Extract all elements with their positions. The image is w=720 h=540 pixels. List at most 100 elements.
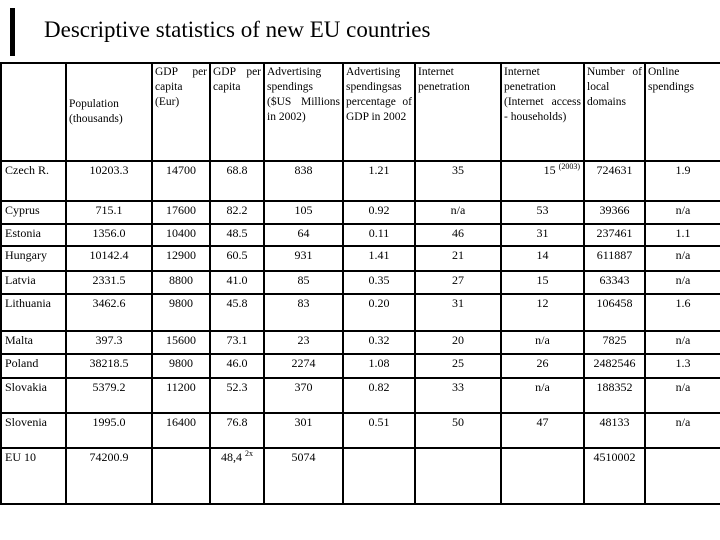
cell-value: 25 <box>452 356 464 370</box>
table-cell: 47 <box>500 412 585 449</box>
table-cell: 63343 <box>583 270 646 295</box>
cell-value: 15 <box>536 273 549 287</box>
row-header-country: Poland <box>0 353 67 379</box>
table-cell: n/a <box>644 200 720 225</box>
table-cell: 73.1 <box>209 330 265 355</box>
table-row: Slovakia 5379.2 11200 52.3 370 0.82 33 n/a 18835… <box>0 377 720 414</box>
table-cell: 60.5 <box>209 245 265 272</box>
table-cell: 35 <box>414 160 502 202</box>
cell-value: 26 <box>536 356 549 370</box>
table-cell: 1995.0 <box>65 412 153 449</box>
column-header: GDP per capita <box>209 62 265 162</box>
row-header-country: Cyprus <box>0 200 67 225</box>
table-cell: 0.20 <box>342 293 416 332</box>
header-label: GDP per capita <box>213 66 261 93</box>
table-cell: 370 <box>263 377 344 414</box>
cell-value: 1.6 <box>675 296 691 310</box>
table-cell: 397.3 <box>65 330 153 355</box>
cell-value: 82.2 <box>226 203 248 217</box>
table-cell: 48133 <box>583 412 646 449</box>
slide-title: Descriptive statistics of new EU countri… <box>44 17 431 42</box>
country-label: Hungary <box>5 248 47 262</box>
cell-value: 0.35 <box>368 273 390 287</box>
cell-value: 715.1 <box>95 203 123 217</box>
cell-value: 15600 <box>166 333 196 347</box>
table-cell: 45.8 <box>209 293 265 332</box>
table-row: Slovenia 1995.0 16400 76.8 301 0.51 50 47 48133 n… <box>0 412 720 449</box>
table-cell: 1356.0 <box>65 223 153 247</box>
cell-value: 931 <box>294 248 313 262</box>
table-cell: 14700 <box>151 160 211 202</box>
table-cell: 16400 <box>151 412 211 449</box>
table-cell: 105 <box>263 200 344 225</box>
table-cell: 14 <box>500 245 585 272</box>
cell-value: 1.08 <box>368 356 390 370</box>
table-cell: 31 <box>414 293 502 332</box>
table-cell: 2482546 <box>583 353 646 379</box>
table-cell: 9800 <box>151 353 211 379</box>
cell-value: 15 <box>543 163 559 177</box>
cell-value: 31 <box>536 226 549 240</box>
cell-value: 105 <box>294 203 313 217</box>
cell-value: 7825 <box>602 333 627 347</box>
row-header-country: Slovenia <box>0 412 67 449</box>
cell-value: 63343 <box>599 273 630 287</box>
table-cell: 17600 <box>151 200 211 225</box>
table-cell: 38218.5 <box>65 353 153 379</box>
header-label: Advertising spendingsas percentage of GD… <box>346 66 412 123</box>
cell-value: 16400 <box>166 415 196 429</box>
cell-value: 3462.6 <box>92 296 126 310</box>
cell-value: 106458 <box>596 296 633 310</box>
table-cell: 5074 <box>263 447 344 505</box>
table-cell: 50 <box>414 412 502 449</box>
cell-value: 1.41 <box>368 248 390 262</box>
cell-value: 0.11 <box>368 226 390 240</box>
cell-value: 1.3 <box>675 356 691 370</box>
table-row: Estonia 1356.0 10400 48.5 64 0.11 46 31 237461 1.… <box>0 223 720 247</box>
table-row: Cyprus 715.1 17600 82.2 105 0.92 n/a 53 39366 n/a <box>0 200 720 225</box>
table-cell: 9800 <box>151 293 211 332</box>
table-cell: 20 <box>414 330 502 355</box>
table-cell: 82.2 <box>209 200 265 225</box>
cell-value: 53 <box>536 203 549 217</box>
row-header-country: Hungary <box>0 245 67 272</box>
table-cell: 85 <box>263 270 344 295</box>
table-cell: 39366 <box>583 200 646 225</box>
cell-superscript: 2x <box>245 449 253 458</box>
table-cell: 26 <box>500 353 585 379</box>
header-label: Advertising spendings ($US Millions in 2… <box>267 66 340 123</box>
cell-value: 0.51 <box>368 415 390 429</box>
header-label: Online spendings <box>648 66 694 93</box>
accent-bar <box>10 8 15 56</box>
table-cell: 1.3 <box>644 353 720 379</box>
cell-value: 31 <box>452 296 464 310</box>
cell-value: 10142.4 <box>89 248 129 262</box>
cell-value: 11200 <box>166 380 196 394</box>
cell-value: 74200.9 <box>89 450 129 464</box>
table-body: Czech R. 10203.3 14700 68.8 838 1.21 35 15 (200… <box>0 160 720 505</box>
table-cell: 15 <box>500 270 585 295</box>
cell-value: 2274 <box>291 356 316 370</box>
table-cell: 838 <box>263 160 344 202</box>
table-cell <box>151 447 211 505</box>
corner-cell <box>0 62 67 162</box>
country-label: Slovenia <box>5 415 47 429</box>
table-cell: 10203.3 <box>65 160 153 202</box>
cell-value: 10400 <box>166 226 196 240</box>
column-header: Internet penetration <box>414 62 502 162</box>
cell-value: 8800 <box>169 273 193 287</box>
cell-value: n/a <box>535 380 550 394</box>
cell-value: 237461 <box>596 226 633 240</box>
table-row: Hungary 10142.4 12900 60.5 931 1.41 21 14 611887… <box>0 245 720 272</box>
cell-value: 38218.5 <box>89 356 129 370</box>
header-label: Number of local domains <box>587 66 642 108</box>
table-cell <box>500 447 585 505</box>
table-cell: 0.82 <box>342 377 416 414</box>
cell-value: 5379.2 <box>92 380 126 394</box>
table-row: Poland 38218.5 9800 46.0 2274 1.08 25 26 2482546… <box>0 353 720 379</box>
row-header-country: Estonia <box>0 223 67 247</box>
country-label: Latvia <box>5 273 36 287</box>
table-row: Czech R. 10203.3 14700 68.8 838 1.21 35 15 (200… <box>0 160 720 202</box>
cell-value: 2482546 <box>593 356 636 370</box>
